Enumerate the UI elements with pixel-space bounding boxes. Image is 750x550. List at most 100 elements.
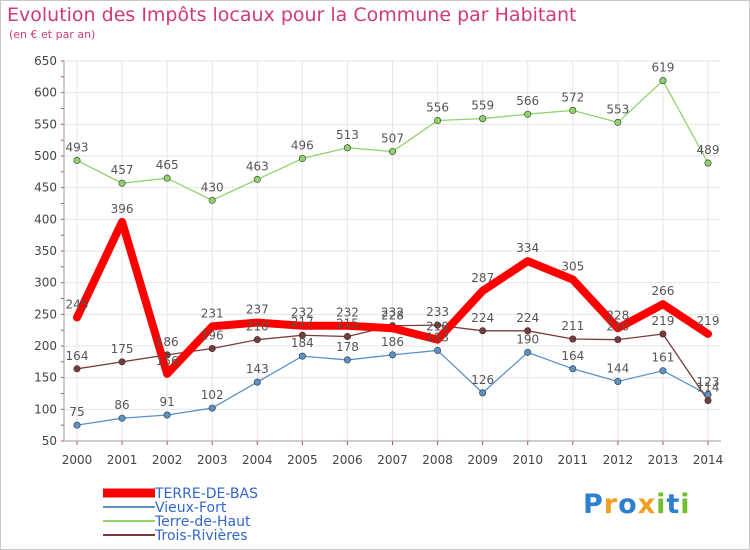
data-point <box>208 345 216 353</box>
data-point <box>253 378 261 386</box>
data-label: 228 <box>381 308 404 322</box>
data-label: 305 <box>561 260 584 274</box>
data-label: 123 <box>697 375 720 389</box>
data-point <box>614 336 622 344</box>
x-tick-label: 2011 <box>558 453 589 467</box>
data-label: 210 <box>246 320 269 334</box>
x-tick-label: 2003 <box>197 453 228 467</box>
data-label: 287 <box>471 271 494 285</box>
data-label: 396 <box>111 202 134 216</box>
data-label: 219 <box>651 314 674 328</box>
data-point <box>208 196 216 204</box>
logo-letter: t <box>666 489 681 520</box>
data-label: 86 <box>114 398 129 412</box>
x-tick-label: 2004 <box>242 453 273 467</box>
data-point <box>479 115 487 123</box>
x-tick-label: 2008 <box>422 453 453 467</box>
data-label: 572 <box>561 90 584 104</box>
data-label: 196 <box>201 329 224 343</box>
logo-letter: o <box>618 489 638 520</box>
data-label: 161 <box>651 351 674 365</box>
y-tick-label: 500 <box>34 149 57 163</box>
data-point <box>434 346 442 354</box>
x-tick-label: 2014 <box>693 453 724 467</box>
y-tick-label: 550 <box>34 117 57 131</box>
data-label: 430 <box>201 180 224 194</box>
data-label: 186 <box>156 335 179 349</box>
y-tick-label: 200 <box>34 339 57 353</box>
x-tick-label: 2001 <box>107 453 138 467</box>
data-point <box>73 365 81 373</box>
series-line-terre-de-bas <box>73 217 712 378</box>
x-tick-label: 2012 <box>603 453 634 467</box>
data-label: 184 <box>291 336 314 350</box>
data-point <box>343 356 351 364</box>
data-point <box>253 175 261 183</box>
x-tick-label: 2010 <box>512 453 543 467</box>
data-label: 493 <box>66 140 89 154</box>
data-label: 232 <box>336 306 359 320</box>
data-label: 102 <box>201 388 224 402</box>
data-label: 566 <box>516 94 539 108</box>
legend-label: Terre-de-Haut <box>154 514 251 530</box>
logo-letter: P <box>583 489 604 520</box>
data-label: 556 <box>426 101 449 115</box>
data-point <box>434 117 442 125</box>
data-label: 463 <box>246 159 269 173</box>
data-label: 224 <box>471 311 494 325</box>
data-label: 215 <box>336 317 359 331</box>
data-label: 231 <box>201 306 224 320</box>
logo-letter: i <box>680 489 691 520</box>
y-tick-label: 350 <box>34 244 57 258</box>
data-point <box>659 330 667 338</box>
data-point <box>298 352 306 360</box>
data-label: 210 <box>606 320 629 334</box>
data-label: 489 <box>697 143 720 157</box>
data-label: 553 <box>606 102 629 116</box>
x-tick-label: 2007 <box>377 453 408 467</box>
data-label: 219 <box>697 314 720 328</box>
legend-label: TERRE-DE-BAS <box>154 486 258 502</box>
data-label: 164 <box>561 349 584 363</box>
data-point <box>343 144 351 152</box>
legend-label: Trois-Rivières <box>154 528 248 544</box>
data-label: 143 <box>246 362 269 376</box>
y-tick-label: 250 <box>34 307 57 321</box>
data-label: 114 <box>697 380 720 394</box>
x-tick-label: 2000 <box>62 453 93 467</box>
data-point <box>704 159 712 167</box>
data-label: 175 <box>111 342 134 356</box>
y-tick-label: 300 <box>34 276 57 290</box>
logo-letter: x <box>637 489 657 520</box>
data-point <box>569 365 577 373</box>
x-tick-label: 2006 <box>332 453 363 467</box>
data-label: 193 <box>426 330 449 344</box>
data-label: 126 <box>471 373 494 387</box>
y-tick-label: 650 <box>34 54 57 68</box>
data-label: 457 <box>111 163 134 177</box>
data-point <box>298 155 306 163</box>
data-point <box>659 77 667 85</box>
chart-title: Evolution des Impôts locaux pour la Comm… <box>7 4 577 26</box>
data-label: 507 <box>381 132 404 146</box>
data-point <box>479 327 487 335</box>
y-tick-label: 50 <box>42 434 57 448</box>
data-point <box>569 106 577 114</box>
data-point <box>343 332 351 340</box>
data-point <box>704 396 712 404</box>
x-tick-label: 2002 <box>152 453 183 467</box>
data-label: 334 <box>516 241 539 255</box>
data-label: 156 <box>156 354 179 368</box>
data-label: 266 <box>651 284 674 298</box>
data-label: 186 <box>381 335 404 349</box>
data-point <box>434 321 442 329</box>
data-point <box>524 327 532 335</box>
data-label: 210 <box>426 320 449 334</box>
data-point <box>73 156 81 164</box>
x-tick-label: 2009 <box>467 453 498 467</box>
data-point <box>569 335 577 343</box>
data-point <box>163 411 171 419</box>
data-label: 233 <box>426 305 449 319</box>
